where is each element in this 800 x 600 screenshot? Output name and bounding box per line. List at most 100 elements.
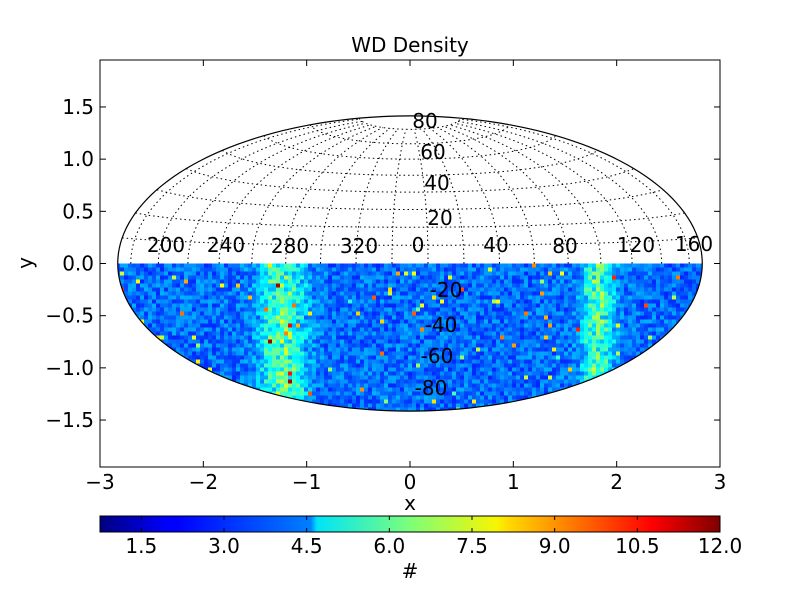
density-cell (504, 379, 508, 384)
density-cell (332, 267, 336, 272)
density-cell (492, 275, 496, 280)
density-cell (136, 275, 140, 280)
density-cell (236, 347, 240, 352)
density-cell (400, 399, 404, 404)
density-cell (476, 351, 480, 356)
density-cell (320, 339, 324, 344)
density-cell (428, 351, 432, 356)
density-cell (392, 347, 396, 352)
density-cell (600, 367, 604, 372)
density-cell (256, 367, 260, 372)
density-cell (368, 403, 372, 408)
density-cell (144, 263, 148, 268)
density-cell (216, 287, 220, 292)
density-cell (160, 327, 164, 332)
density-cell (256, 295, 260, 300)
density-cell (464, 383, 468, 388)
density-cell (324, 327, 328, 332)
density-cell (220, 307, 224, 312)
density-cell (204, 267, 208, 272)
density-cell (308, 303, 312, 308)
density-cell (328, 327, 332, 332)
density-cell (512, 271, 516, 276)
density-cell (504, 287, 508, 292)
density-cell (568, 335, 572, 340)
density-cell (444, 299, 448, 304)
density-cell (280, 367, 284, 372)
density-cell (524, 367, 528, 372)
density-cell (340, 375, 344, 380)
density-cell (288, 275, 292, 280)
density-cell (324, 315, 328, 320)
density-cell (540, 299, 544, 304)
density-cell (208, 279, 212, 284)
density-cell (508, 359, 512, 364)
density-cell (528, 375, 532, 380)
density-cell (524, 379, 528, 384)
density-cell (488, 359, 492, 364)
density-cell (616, 355, 620, 360)
density-cell (624, 295, 628, 300)
density-cell (468, 347, 472, 352)
density-cell (372, 399, 376, 404)
density-cell (560, 327, 564, 332)
density-cell (428, 359, 432, 364)
density-cell (384, 367, 388, 372)
density-cell (188, 271, 192, 276)
density-cell (400, 283, 404, 288)
density-cell (564, 287, 568, 292)
density-cell (612, 331, 616, 336)
density-cell (272, 327, 276, 332)
density-cell (384, 383, 388, 388)
density-cell (400, 295, 404, 300)
density-cell (564, 339, 568, 344)
density-cell (192, 267, 196, 272)
density-cell (384, 403, 388, 408)
density-cell (308, 283, 312, 288)
density-cell (488, 315, 492, 320)
density-cell (228, 327, 232, 332)
density-cell (592, 295, 596, 300)
density-cell (536, 355, 540, 360)
density-cell (156, 323, 160, 328)
density-cell (452, 303, 456, 308)
density-cell (336, 299, 340, 304)
density-cell (320, 327, 324, 332)
density-cell (492, 315, 496, 320)
density-cell (224, 295, 228, 300)
density-cell (428, 383, 432, 388)
density-cell (288, 335, 292, 340)
density-cell (512, 319, 516, 324)
density-cell (452, 367, 456, 372)
density-cell (308, 307, 312, 312)
density-cell (592, 299, 596, 304)
density-cell (536, 283, 540, 288)
density-cell (496, 295, 500, 300)
density-cell (516, 359, 520, 364)
density-cell (492, 343, 496, 348)
density-cell (288, 327, 292, 332)
density-cell (496, 343, 500, 348)
density-cell (480, 307, 484, 312)
density-cell (336, 263, 340, 268)
density-cell (584, 323, 588, 328)
density-cell (424, 335, 428, 340)
density-cell (352, 263, 356, 268)
density-cell (300, 387, 304, 392)
density-cell (332, 291, 336, 296)
density-cell (372, 343, 376, 348)
density-cell (620, 291, 624, 296)
density-cell (464, 315, 468, 320)
density-cell (520, 263, 524, 268)
density-cell (452, 395, 456, 400)
density-cell (140, 303, 144, 308)
density-cell (324, 355, 328, 360)
density-cell (480, 347, 484, 352)
density-cell (400, 355, 404, 360)
density-cell (436, 407, 440, 412)
density-cell (464, 291, 468, 296)
density-cell (208, 323, 212, 328)
density-cell (272, 363, 276, 368)
density-cell (344, 275, 348, 280)
density-cell (348, 295, 352, 300)
